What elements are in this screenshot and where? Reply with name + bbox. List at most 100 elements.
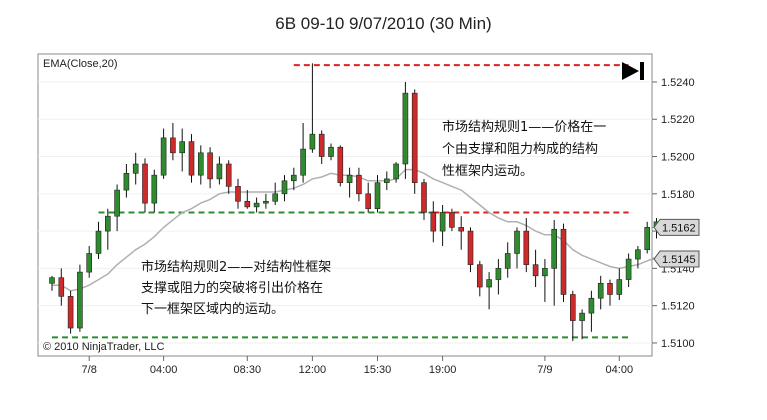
candle-body bbox=[318, 133, 325, 157]
candle-body bbox=[411, 92, 418, 183]
candle bbox=[476, 260, 483, 297]
candle bbox=[579, 309, 585, 340]
candle bbox=[504, 242, 511, 278]
candle bbox=[365, 182, 372, 213]
candle bbox=[253, 197, 260, 213]
candle-body bbox=[449, 212, 455, 228]
candle-body bbox=[476, 264, 483, 288]
candle-body bbox=[439, 212, 446, 232]
candle bbox=[514, 227, 520, 269]
candle bbox=[207, 147, 213, 189]
x-tick-label: 12:00 bbox=[299, 364, 327, 376]
candle-body bbox=[644, 227, 651, 251]
candle-body bbox=[188, 141, 195, 176]
candle-body bbox=[253, 202, 260, 208]
candle-body bbox=[523, 230, 530, 265]
price-badges: 1.5162 1.5145 bbox=[652, 218, 700, 268]
candle-body bbox=[551, 228, 558, 269]
candle-body bbox=[569, 294, 576, 321]
candle bbox=[616, 268, 623, 301]
candle bbox=[58, 268, 65, 306]
candle bbox=[542, 259, 548, 302]
candle-body bbox=[160, 137, 167, 176]
candle bbox=[179, 128, 185, 172]
x-axis: 7/8 04:00 08:30 12:00 15:30 19:00 7/9 04:00 bbox=[82, 356, 633, 376]
candle-body bbox=[49, 277, 55, 284]
candle-body bbox=[356, 174, 362, 195]
candle bbox=[272, 182, 279, 205]
gridlines bbox=[38, 81, 652, 344]
price-badge bbox=[653, 218, 700, 236]
candle-body bbox=[272, 193, 279, 202]
candle bbox=[635, 246, 641, 269]
chart-title: 6B 09-10 9/07/2010 (30 Min) bbox=[275, 14, 492, 33]
candle bbox=[644, 221, 651, 254]
indicator-label: EMA(Close,20) bbox=[43, 58, 118, 70]
candle-body bbox=[421, 182, 427, 213]
candle-body bbox=[383, 178, 390, 183]
candle bbox=[439, 205, 446, 247]
candle bbox=[402, 81, 409, 179]
x-tick-label: 19:00 bbox=[429, 364, 457, 376]
candle-body bbox=[290, 174, 297, 182]
candle-body bbox=[365, 193, 372, 210]
candle bbox=[495, 259, 502, 295]
candle bbox=[523, 218, 530, 273]
x-tick-label: 08:30 bbox=[234, 364, 262, 376]
candle-body bbox=[486, 279, 492, 288]
candle bbox=[318, 130, 325, 164]
candle bbox=[235, 178, 241, 209]
candle bbox=[607, 279, 613, 306]
candle bbox=[597, 275, 604, 310]
candle-body bbox=[300, 148, 306, 176]
candle bbox=[449, 208, 455, 232]
annotation-rule-2-line: 市场结构规则2——对结构性框架 bbox=[141, 259, 331, 275]
candle-body bbox=[328, 146, 334, 157]
candle bbox=[356, 167, 362, 202]
candle bbox=[383, 171, 390, 191]
candle-body bbox=[588, 297, 595, 314]
candle bbox=[430, 201, 437, 243]
candle-body bbox=[560, 228, 567, 295]
candle-body bbox=[132, 163, 139, 174]
candle bbox=[309, 63, 316, 153]
candle bbox=[263, 193, 269, 209]
candle bbox=[198, 145, 204, 185]
candle bbox=[486, 272, 492, 310]
candle bbox=[625, 253, 632, 288]
x-tick-label: 7/9 bbox=[537, 364, 552, 376]
candle-body bbox=[625, 258, 632, 280]
candle bbox=[170, 122, 176, 161]
candle-body bbox=[532, 264, 539, 277]
candlesticks bbox=[49, 63, 660, 342]
candle-body bbox=[458, 227, 465, 232]
candle-body bbox=[430, 212, 437, 232]
candle-body bbox=[67, 296, 74, 329]
candle bbox=[142, 158, 148, 213]
x-tick-label: 04:00 bbox=[150, 364, 178, 376]
candle-body bbox=[579, 312, 585, 321]
candle-body bbox=[374, 182, 381, 210]
candle bbox=[244, 190, 251, 209]
annotation-rule-1: 市场结构规则1——价格在一 个由支撑和阻力构成的结构 性框架内运动。 bbox=[442, 119, 606, 179]
candle-body bbox=[402, 92, 409, 165]
candle-body bbox=[467, 230, 474, 265]
candle bbox=[105, 208, 111, 250]
candle bbox=[300, 122, 306, 183]
candle-body bbox=[216, 163, 223, 180]
candle-body bbox=[346, 174, 353, 183]
candle-body bbox=[616, 279, 623, 295]
jump-to-end-icon[interactable] bbox=[622, 62, 644, 80]
candle-body bbox=[514, 230, 520, 254]
candle bbox=[346, 167, 353, 198]
candle bbox=[86, 246, 92, 278]
candle-body bbox=[635, 249, 641, 260]
candle-body bbox=[95, 230, 102, 254]
candle bbox=[458, 216, 465, 250]
candle-body bbox=[495, 268, 502, 280]
candle bbox=[588, 290, 595, 332]
copyright-text: © 2010 NinjaTrader, LLC bbox=[43, 341, 164, 353]
annotation-rule-1-line: 市场结构规则1——价格在一 bbox=[442, 119, 606, 135]
candle-body bbox=[607, 282, 613, 295]
